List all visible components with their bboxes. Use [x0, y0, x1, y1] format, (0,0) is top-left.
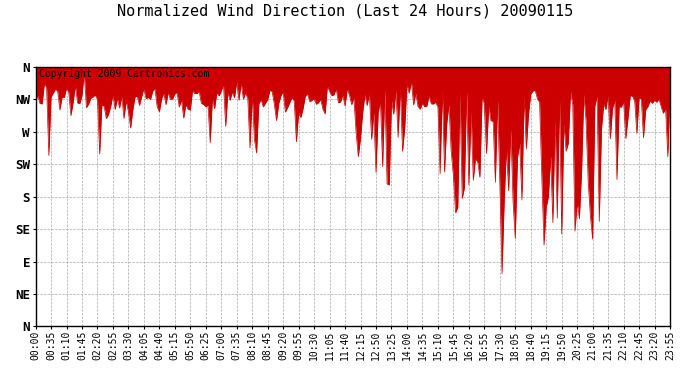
Text: Normalized Wind Direction (Last 24 Hours) 20090115: Normalized Wind Direction (Last 24 Hours… [117, 4, 573, 19]
Text: Copyright 2009 Cartronics.com: Copyright 2009 Cartronics.com [39, 69, 209, 80]
